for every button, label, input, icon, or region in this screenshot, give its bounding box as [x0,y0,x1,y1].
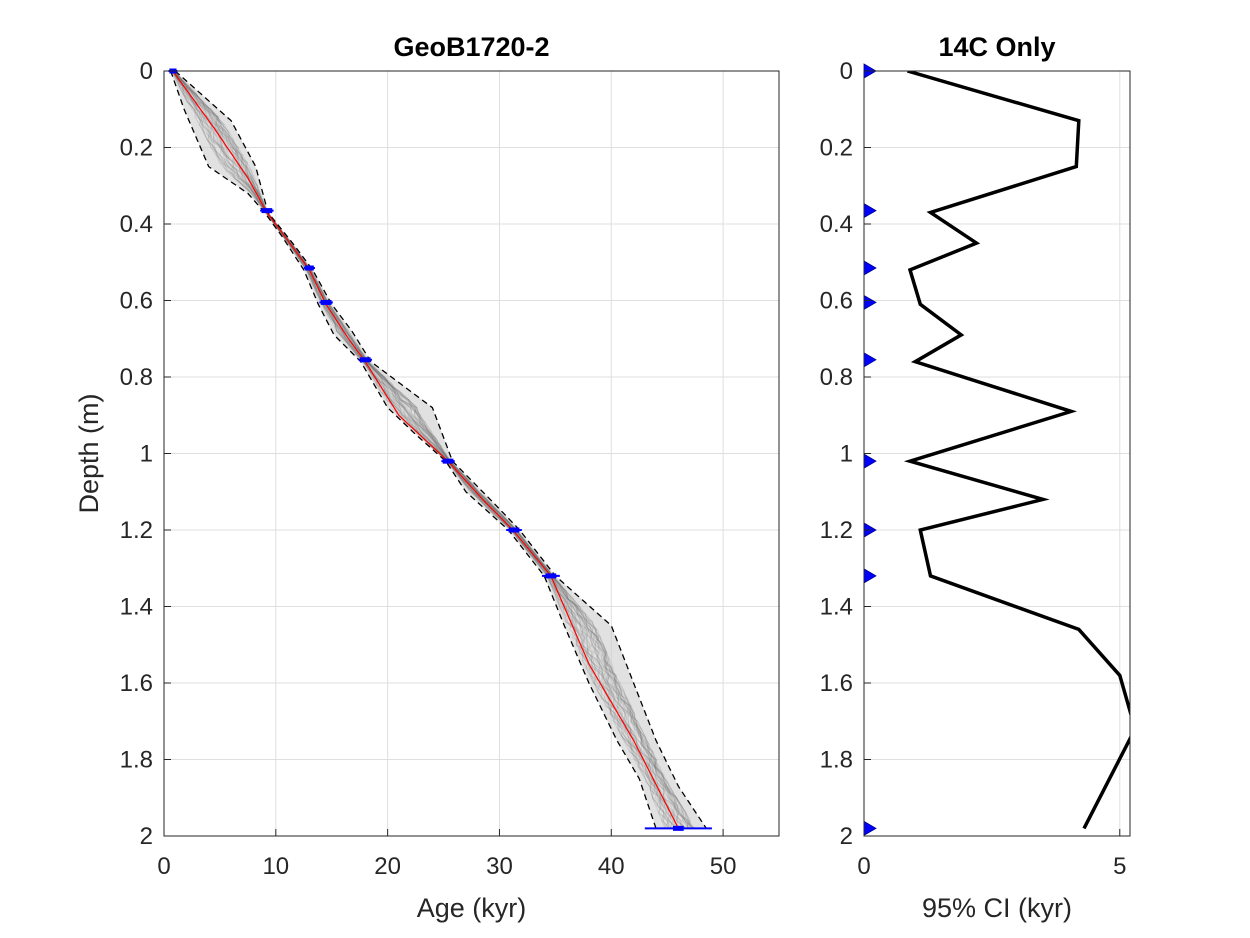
age-depth-x-label: Age (kyr) [417,893,527,923]
date-marker [320,299,332,305]
date-marker [672,825,684,831]
ci-x-tick-label: 0 [857,853,870,880]
ci-x-label: 95% CI (kyr) [922,893,1072,923]
ensemble-realization [173,71,689,829]
ensemble-realization [173,71,694,829]
age-depth-x-tick-label: 20 [374,853,401,880]
ensemble-realization [173,71,695,829]
ensemble-realization [173,71,692,829]
age-depth-y-tick-label: 2 [140,823,153,850]
ensemble-realization [171,71,679,829]
age-depth-x-tick-label: 40 [598,853,625,880]
ensemble-band [170,71,707,829]
ensemble-realization [173,71,689,829]
ci-x-tick-label: 5 [1113,853,1126,880]
ensemble-realization [172,71,675,829]
date-marker [442,458,454,464]
age-depth-y-tick-label: 0.2 [120,135,153,162]
ensemble-realization [173,71,696,829]
ensemble-realization [173,71,689,829]
age-depth-x-ticks: 0 10 20 30 40 50 [157,829,736,880]
date-marker [508,527,520,533]
date-marker [359,357,371,363]
age-depth-y-ticks: 0 0.2 0.4 0.6 0.8 1 1.2 1.4 1.6 1.8 2 [120,58,171,850]
ci-y-tick-label: 1.4 [820,594,853,621]
ci-y-tick-label: 1.8 [820,747,853,774]
ensemble-realization [173,71,682,829]
age-depth-x-tick-label: 50 [710,853,737,880]
ensemble-realization [171,71,670,829]
age-depth-y-tick-label: 0.4 [120,211,153,238]
age-depth-y-tick-label: 0 [140,58,153,85]
ensemble-realization [172,71,680,829]
age-depth-y-tick-label: 0.8 [120,364,153,391]
ensemble-realization [173,71,694,829]
ci-y-tick-label: 1.2 [820,517,853,544]
ci-y-tick-label: 2 [840,823,853,850]
age-depth-y-label: Depth (m) [74,393,104,513]
ensemble-realization [172,71,682,829]
ensemble-realization [171,71,676,829]
age-depth-y-tick-label: 1.2 [120,517,153,544]
age-depth-y-tick-label: 1 [140,441,153,468]
age-depth-y-tick-label: 0.6 [120,288,153,315]
age-depth-y-tick-label: 1.6 [120,670,153,697]
ci-y-ticks: 0 0.2 0.4 0.6 0.8 1 1.2 1.4 1.6 1.8 2 [820,58,871,850]
ensemble-realization [173,71,689,829]
age-depth-ensemble-band [170,71,707,829]
ensemble-realization [173,71,696,829]
ci-y-tick-label: 1.6 [820,670,853,697]
age-depth-title: GeoB1720-2 [393,32,549,62]
ci-y-tick-label: 0.4 [820,211,853,238]
ensemble-realization [173,71,692,829]
date-marker [261,208,273,214]
ci-y-tick-label: 1 [840,441,853,468]
age-depth-x-tick-label: 10 [262,853,289,880]
age-depth-axes: 0 10 20 30 40 50 00.20.40.60.811.21.41.61.82 … [74,32,780,923]
age-depth-y-tick-label: 1.4 [120,594,153,621]
ci-line [903,71,1130,830]
ensemble-realization [172,71,684,829]
ensemble-realization [173,71,690,829]
ensemble-realization [172,71,679,829]
age-depth-y-tick-label: 1.8 [120,747,153,774]
ensemble-realization [173,71,694,829]
ci-title: 14C Only [938,32,1055,62]
lower-bound-line [170,71,657,829]
age-depth-date-markers [168,68,712,831]
ci-y-tick-label: 0.8 [820,364,853,391]
ci-y-tick-label: 0.6 [820,288,853,315]
age-depth-x-tick-label: 0 [157,853,170,880]
ensemble-realization [173,71,694,829]
age-depth-x-tick-label: 30 [486,853,513,880]
ci-lines [903,71,1130,830]
ci-y-tick-label: 0 [840,58,853,85]
ensemble-realization [173,71,687,829]
ensemble-realization [173,71,691,829]
ensemble-realization [171,71,670,829]
date-marker [304,265,314,271]
ci-y-tick-label: 0.2 [820,135,853,162]
date-marker [545,573,557,579]
ensemble-realization [173,71,693,829]
